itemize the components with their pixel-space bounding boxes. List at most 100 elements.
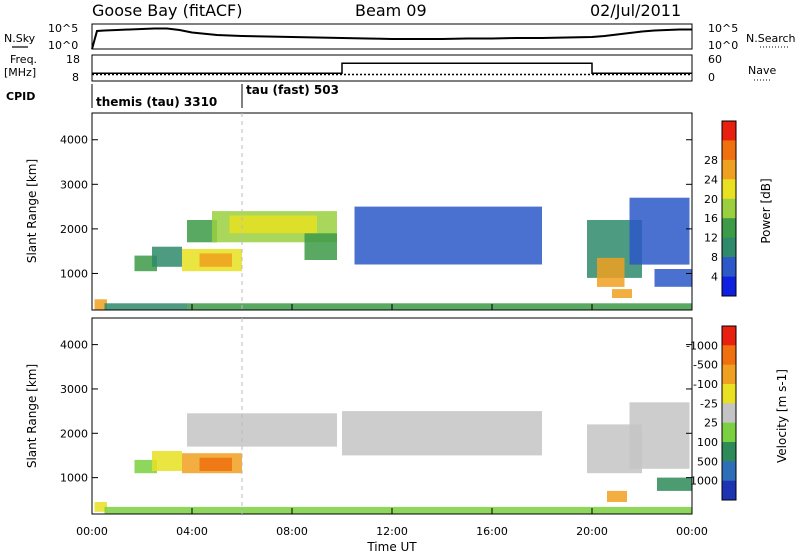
colorbar-tick-label: -1000 <box>686 339 718 352</box>
colorbar-swatch <box>722 461 736 482</box>
colorbar-swatch <box>722 237 736 258</box>
data-region-16 <box>654 269 692 287</box>
data-region-10 <box>629 402 690 469</box>
colorbar-tick-label: 25 <box>704 417 718 430</box>
cpid-label: CPID <box>6 90 35 103</box>
cpid-tau-label: tau (fast) 503 <box>246 83 339 97</box>
nsearch-label: N.Search <box>746 32 796 45</box>
power-y-ticks: 1000 2000 3000 4000 <box>60 134 692 280</box>
x-tick-label: 08:00 <box>276 525 308 538</box>
power-ylabel: Slant Range [km] <box>25 159 39 263</box>
freq-label-line1: Freq. <box>10 53 37 66</box>
colorbar-swatch <box>722 480 736 501</box>
velocity-ylabel: Slant Range [km] <box>25 364 39 468</box>
data-region-1 <box>104 506 692 514</box>
data-region-5 <box>199 457 232 471</box>
colorbar-tick-label: 16 <box>704 212 718 225</box>
velocity-colorbar-label: Velocity [m s-1] <box>775 369 789 463</box>
data-region-9 <box>229 215 317 234</box>
power-heatmap-cells <box>94 197 692 310</box>
data-region-10 <box>304 233 337 260</box>
data-region-9 <box>607 490 627 502</box>
nave-series-line <box>92 62 692 74</box>
velocity-panel: 1000 2000 3000 4000 Slant Range [km] 1000 50… <box>25 317 789 515</box>
nave-tick-bottom: 0 <box>708 71 715 84</box>
colorbar-swatch <box>722 276 736 297</box>
x-tick-label: 04:00 <box>176 525 208 538</box>
colorbar-tick-label: -25 <box>700 397 718 410</box>
colorbar-tick-label: 8 <box>711 251 718 264</box>
data-region-7 <box>187 220 217 243</box>
freq-label-line2: [MHz] <box>4 66 36 79</box>
velocity-heatmap-cells <box>94 402 692 514</box>
noise-series-line <box>91 27 692 50</box>
noise-strip: N.Sky N.Search 10^5 10^0 10^5 10^0 <box>4 22 796 52</box>
colorbar-swatch <box>722 218 736 239</box>
colorbar-swatch <box>722 345 736 366</box>
station-title: Goose Bay (fitACF) <box>92 1 242 20</box>
y-tick-label: 4000 <box>60 134 88 147</box>
nsky-label: N.Sky <box>4 32 36 45</box>
colorbar-swatch <box>722 442 736 462</box>
power-panel: 1000 2000 3000 4000 Slant Range [km] 4 8 12 16… <box>25 112 773 311</box>
nsearch-tick-top: 10^5 <box>708 22 738 35</box>
colorbar-tick-label: 24 <box>704 173 718 186</box>
freq-tick-top: 18 <box>66 53 80 66</box>
data-region-14 <box>612 289 632 298</box>
nsky-tick-top: 10^5 <box>48 22 78 35</box>
y-tick-label: 1000 <box>60 267 88 280</box>
colorbar-tick-label: -100 <box>693 378 718 391</box>
colorbar-frame <box>721 325 737 501</box>
data-region-11 <box>354 206 542 265</box>
colorbar-swatch <box>722 403 736 424</box>
colorbar-tick-label: 1000 <box>690 475 718 488</box>
data-region-11 <box>657 477 692 491</box>
cpid-strip: CPID themis (tau) 3310 tau (fast) 503 <box>6 83 339 109</box>
data-region-2 <box>187 303 692 310</box>
freq-strip: Freq. [MHz] 18 8 60 0 Nave <box>4 53 776 84</box>
colorbar-tick-label: 20 <box>704 193 718 206</box>
cpid-themis-label: themis (tau) 3310 <box>96 95 217 109</box>
data-region-0 <box>94 502 107 512</box>
data-region-2 <box>134 459 157 474</box>
x-tick-label: 16:00 <box>476 525 508 538</box>
data-region-7 <box>342 411 542 456</box>
colorbar-swatch <box>722 422 736 443</box>
colorbar-swatch <box>722 364 736 385</box>
colorbar-swatch <box>722 179 736 200</box>
colorbar-swatch <box>722 326 736 346</box>
y-tick-label: 1000 <box>60 472 88 485</box>
x-tick-label: 00:00 <box>676 525 708 538</box>
y-tick-label: 3000 <box>60 178 88 191</box>
data-region-1 <box>104 303 187 310</box>
x-axis: 00:00 04:00 08:00 12:00 16:00 20:00 00:00 <box>76 113 708 538</box>
colorbar-swatch <box>722 121 736 141</box>
colorbar-tick-label: 100 <box>697 436 718 449</box>
colorbar-swatch <box>722 257 736 277</box>
y-tick-label: 4000 <box>60 339 88 352</box>
colorbar-tick-label: -500 <box>693 359 718 372</box>
power-colorbar: 4 8 12 16 20 24 28 <box>704 120 737 297</box>
colorbar-tick-label: 12 <box>704 232 718 245</box>
colorbar-frame <box>721 120 737 297</box>
x-tick-label: 20:00 <box>576 525 608 538</box>
y-tick-label: 2000 <box>60 223 88 236</box>
colorbar-swatch <box>722 159 736 180</box>
data-region-3 <box>152 451 182 471</box>
nsky-tick-bottom: 10^0 <box>48 39 78 52</box>
colorbar-swatch <box>722 384 736 404</box>
beam-title: Beam 09 <box>355 1 427 20</box>
x-tick-label: 12:00 <box>376 525 408 538</box>
power-colorbar-label: Power [dB] <box>759 178 773 243</box>
date-title: 02/Jul/2011 <box>590 1 681 20</box>
freq-tick-bottom: 8 <box>72 71 79 84</box>
colorbar-swatch <box>722 198 736 219</box>
y-tick-label: 3000 <box>60 383 88 396</box>
data-region-6 <box>187 413 337 447</box>
colorbar-swatch <box>722 140 736 161</box>
nave-label: Nave <box>748 64 776 77</box>
y-tick-label: 2000 <box>60 427 88 440</box>
velocity-y-ticks: 1000 2000 3000 4000 <box>60 339 692 485</box>
x-tick-label: 00:00 <box>76 525 108 538</box>
